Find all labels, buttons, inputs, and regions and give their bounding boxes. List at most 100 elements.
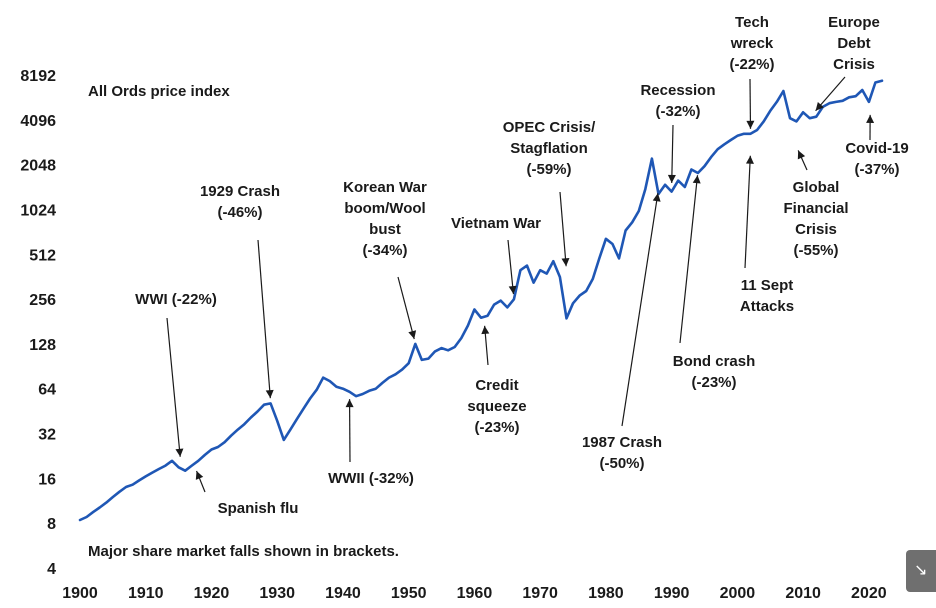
x-tick-label: 1970 [522, 585, 558, 602]
annotation-line: (-59%) [526, 161, 571, 178]
annotation-line: wreck [730, 35, 774, 52]
annotation-line: Credit [475, 377, 518, 394]
annotation-arrowhead-sept-11 [745, 155, 754, 164]
annotation-vietnam-war: Vietnam War [451, 215, 541, 232]
annotation-korean-war: Korean War boom/Wool bust (-34%) [343, 179, 427, 259]
annotation-crash-1987: 1987 Crash (-50%) [582, 434, 662, 472]
x-tick-label: 2020 [851, 585, 887, 602]
annotation-line: WWI (-22%) [135, 291, 217, 308]
annotation-line: Attacks [740, 298, 794, 315]
annotation-arrowhead-tech-wreck [746, 120, 755, 129]
y-tick-label: 4 [47, 561, 56, 578]
x-tick-label: 1930 [259, 585, 295, 602]
annotation-arrowhead-covid-19 [866, 114, 875, 123]
annotation-line: 11 Sept [741, 277, 794, 294]
annotation-arrow-crash-1987 [621, 193, 659, 427]
footnote-label: Major share market falls shown in bracke… [88, 543, 399, 560]
annotation-arrowhead-crash-1987 [652, 193, 661, 202]
annotation-line: (-23%) [691, 374, 736, 391]
series-group [78, 79, 884, 522]
annotation-line: (-34%) [362, 242, 407, 259]
annotation-line: squeeze [467, 398, 526, 415]
y-tick-label: 1024 [20, 202, 56, 219]
annotation-line: (-37%) [854, 161, 899, 178]
annotation-arrow-recession [671, 124, 674, 183]
annotation-recession: Recession (-32%) [640, 82, 715, 120]
annotation-line: Tech [735, 14, 769, 31]
y-axis-ticks: 8192 4096 2048 1024 512 256 128 64 32 16 8 4 [20, 68, 56, 578]
annotation-line: (-50%) [599, 455, 644, 472]
x-tick-label: 1910 [128, 585, 164, 602]
annotation-arrow-vietnam-war [507, 239, 515, 295]
x-axis-ticks: 1900 1910 1920 1930 1940 1950 1960 1970 1980 1990… [62, 585, 887, 602]
annotation-line: 1929 Crash [200, 183, 280, 200]
y-tick-label: 64 [38, 382, 56, 399]
annotation-line: (-32%) [655, 103, 700, 120]
annotation-arrowhead-crash-1929 [265, 389, 274, 399]
y-tick-label: 256 [29, 292, 56, 309]
annotation-line: OPEC Crisis/ [503, 119, 596, 136]
annotation-line: Stagflation [510, 140, 588, 157]
annotation-covid-19: Covid-19 (-37%) [845, 140, 908, 178]
annotation-arrowhead-credit-squeeze [481, 325, 490, 335]
annotation-wwii: WWII (-32%) [328, 470, 414, 487]
annotation-arrow-bond-crash [679, 175, 699, 344]
x-tick-label: 1950 [391, 585, 427, 602]
annotation-sept-11: 11 Sept Attacks [740, 277, 794, 315]
annotation-line: boom/Wool [344, 200, 425, 217]
x-tick-label: 2010 [785, 585, 821, 602]
annotation-arrow-crash-1929 [257, 239, 271, 399]
annotation-arrow-korean-war [397, 276, 415, 340]
annotation-line: Crisis [795, 221, 837, 238]
annotation-wwi: WWI (-22%) [135, 291, 217, 308]
annotation-line: Spanish flu [218, 500, 299, 517]
annotation-bond-crash: Bond crash (-23%) [673, 353, 756, 391]
annotation-credit-squeeze: Credit squeeze (-23%) [467, 377, 526, 436]
annotation-arrowhead-gfc [797, 150, 806, 160]
x-tick-label: 1900 [62, 585, 98, 602]
annotation-line: bust [369, 221, 401, 238]
index-name-label: All Ords price index [88, 83, 230, 100]
annotation-line: Crisis [833, 56, 875, 73]
annotation-arrowhead-wwii [345, 399, 354, 408]
annotation-line: Recession [640, 82, 715, 99]
annotation-line: Covid-19 [845, 140, 908, 157]
annotation-crash-1929: 1929 Crash (-46%) [200, 183, 280, 221]
annotation-line: Korean War [343, 179, 427, 196]
annotation-arrow-wwi [166, 317, 181, 457]
annotation-labels: WWI (-22%) Spanish flu 1929 Crash (-46%) WWI… [135, 14, 909, 517]
x-tick-label: 1980 [588, 585, 624, 602]
x-tick-label: 2000 [720, 585, 756, 602]
annotation-arrowhead-korean-war [408, 330, 417, 340]
annotation-line: (-55%) [793, 242, 838, 259]
y-tick-label: 8 [47, 516, 56, 533]
annotation-europe-debt: Europe Debt Crisis [828, 14, 880, 73]
annotation-line: 1987 Crash [582, 434, 662, 451]
annotation-line: Global [793, 179, 840, 196]
annotation-arrow-opec-crisis [559, 191, 567, 267]
series-line-0 [78, 79, 884, 522]
x-tick-label: 1940 [325, 585, 361, 602]
annotation-gfc: Global Financial Crisis (-55%) [783, 179, 848, 259]
annotation-arrows [166, 76, 875, 493]
y-tick-label: 2048 [20, 158, 56, 175]
annotation-opec-crisis: OPEC Crisis/Stagflation (-59%) [503, 119, 596, 178]
y-tick-label: 16 [38, 471, 56, 488]
annotation-arrow-sept-11 [744, 155, 751, 269]
x-tick-label: 1920 [194, 585, 230, 602]
y-tick-label: 32 [38, 427, 56, 444]
annotation-arrowhead-europe-debt [815, 102, 824, 111]
annotation-line: Debt [837, 35, 870, 52]
corner-widget[interactable]: ↘ [906, 550, 936, 592]
annotation-line: Bond crash [673, 353, 756, 370]
annotation-line: Europe [828, 14, 880, 31]
y-tick-label: 8192 [20, 68, 56, 85]
y-tick-label: 4096 [20, 113, 56, 130]
annotation-line: (-23%) [474, 419, 519, 436]
annotation-arrowhead-wwi [175, 448, 184, 457]
annotation-line: Vietnam War [451, 215, 541, 232]
annotation-arrowhead-bond-crash [692, 175, 701, 184]
y-tick-label: 128 [29, 337, 56, 354]
annotation-arrowhead-opec-crisis [561, 257, 570, 267]
